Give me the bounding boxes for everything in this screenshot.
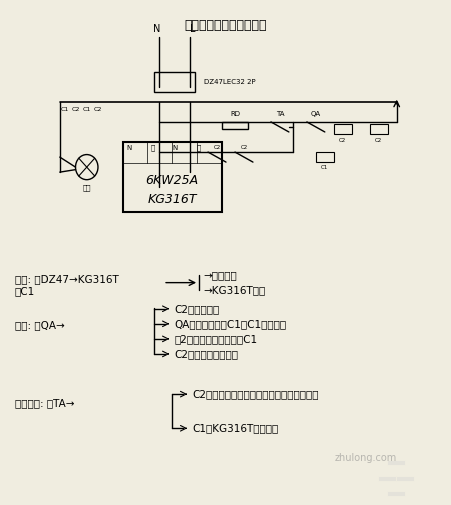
Text: C2: C2 bbox=[338, 138, 345, 143]
Text: C2: C2 bbox=[71, 107, 79, 112]
Text: 进: 进 bbox=[150, 144, 154, 151]
Text: →KG316T控制: →KG316T控制 bbox=[203, 285, 265, 295]
Text: zhulong.com: zhulong.com bbox=[334, 453, 396, 464]
Bar bbox=[369, 124, 387, 134]
Text: C2失电复位，副联锁常闭复位，回原来状态: C2失电复位，副联锁常闭复位，回原来状态 bbox=[192, 389, 318, 399]
Text: C2: C2 bbox=[93, 107, 102, 112]
Text: 6KW25A: 6KW25A bbox=[145, 174, 198, 187]
Bar bbox=[122, 142, 221, 212]
Text: 手动: 合QA→: 手动: 合QA→ bbox=[15, 320, 64, 330]
Text: RD: RD bbox=[230, 111, 239, 117]
Text: C2副触头自锁: C2副触头自锁 bbox=[174, 304, 219, 314]
Text: N: N bbox=[152, 24, 160, 34]
Text: DZ47LEC32 2P: DZ47LEC32 2P bbox=[203, 79, 255, 85]
Text: C1: C1 bbox=[321, 165, 328, 170]
Text: C1由KG316T接出控制: C1由KG316T接出控制 bbox=[192, 423, 278, 433]
Text: 出: 出 bbox=[196, 144, 200, 151]
Text: C2: C2 bbox=[240, 144, 247, 149]
Text: C2: C2 bbox=[213, 144, 220, 149]
Text: TA: TA bbox=[275, 111, 284, 117]
Text: C2主触头合手动亮灯: C2主触头合手动亮灯 bbox=[174, 349, 238, 359]
Text: →主触头合: →主触头合 bbox=[203, 270, 237, 280]
Bar bbox=[315, 152, 333, 162]
Bar bbox=[221, 122, 248, 129]
Text: 路灯按钮接触器联锁电路: 路灯按钮接触器联锁电路 bbox=[184, 19, 267, 32]
Text: C1: C1 bbox=[83, 107, 91, 112]
Text: QA联锁常闭断开C1，C1主触头断: QA联锁常闭断开C1，C1主触头断 bbox=[174, 319, 286, 329]
Text: L: L bbox=[189, 24, 195, 34]
Text: N: N bbox=[172, 144, 178, 150]
Text: 射灯: 射灯 bbox=[83, 185, 91, 191]
Text: QA: QA bbox=[310, 111, 320, 117]
Text: 手动停止: 合TA→: 手动停止: 合TA→ bbox=[15, 398, 74, 408]
Text: C2: C2 bbox=[374, 138, 382, 143]
Text: N: N bbox=[127, 144, 132, 150]
Bar bbox=[333, 124, 351, 134]
Text: C1: C1 bbox=[60, 107, 68, 112]
Text: 自动: 合DZ47→KG316T
带C1: 自动: 合DZ47→KG316T 带C1 bbox=[15, 274, 118, 296]
Text: 图2联锁常闭副触头断开C1: 图2联锁常闭副触头断开C1 bbox=[174, 334, 257, 344]
Bar bbox=[154, 72, 194, 92]
Text: KG316T: KG316T bbox=[147, 193, 196, 206]
